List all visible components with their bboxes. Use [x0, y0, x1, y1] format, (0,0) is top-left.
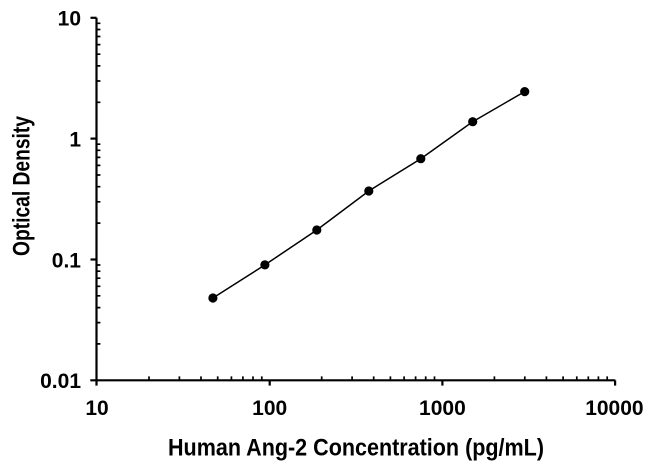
svg-text:100: 100 [252, 397, 287, 420]
svg-text:10: 10 [85, 397, 108, 420]
svg-text:1000: 1000 [419, 397, 466, 420]
svg-text:0.01: 0.01 [40, 370, 81, 393]
svg-text:Optical Density: Optical Density [9, 115, 36, 256]
svg-text:Human Ang-2 Concentration (pg/: Human Ang-2 Concentration (pg/mL) [168, 435, 544, 462]
svg-text:10000: 10000 [585, 397, 643, 420]
svg-text:10: 10 [58, 8, 81, 31]
svg-text:0.1: 0.1 [52, 249, 82, 272]
svg-text:1: 1 [69, 129, 81, 152]
